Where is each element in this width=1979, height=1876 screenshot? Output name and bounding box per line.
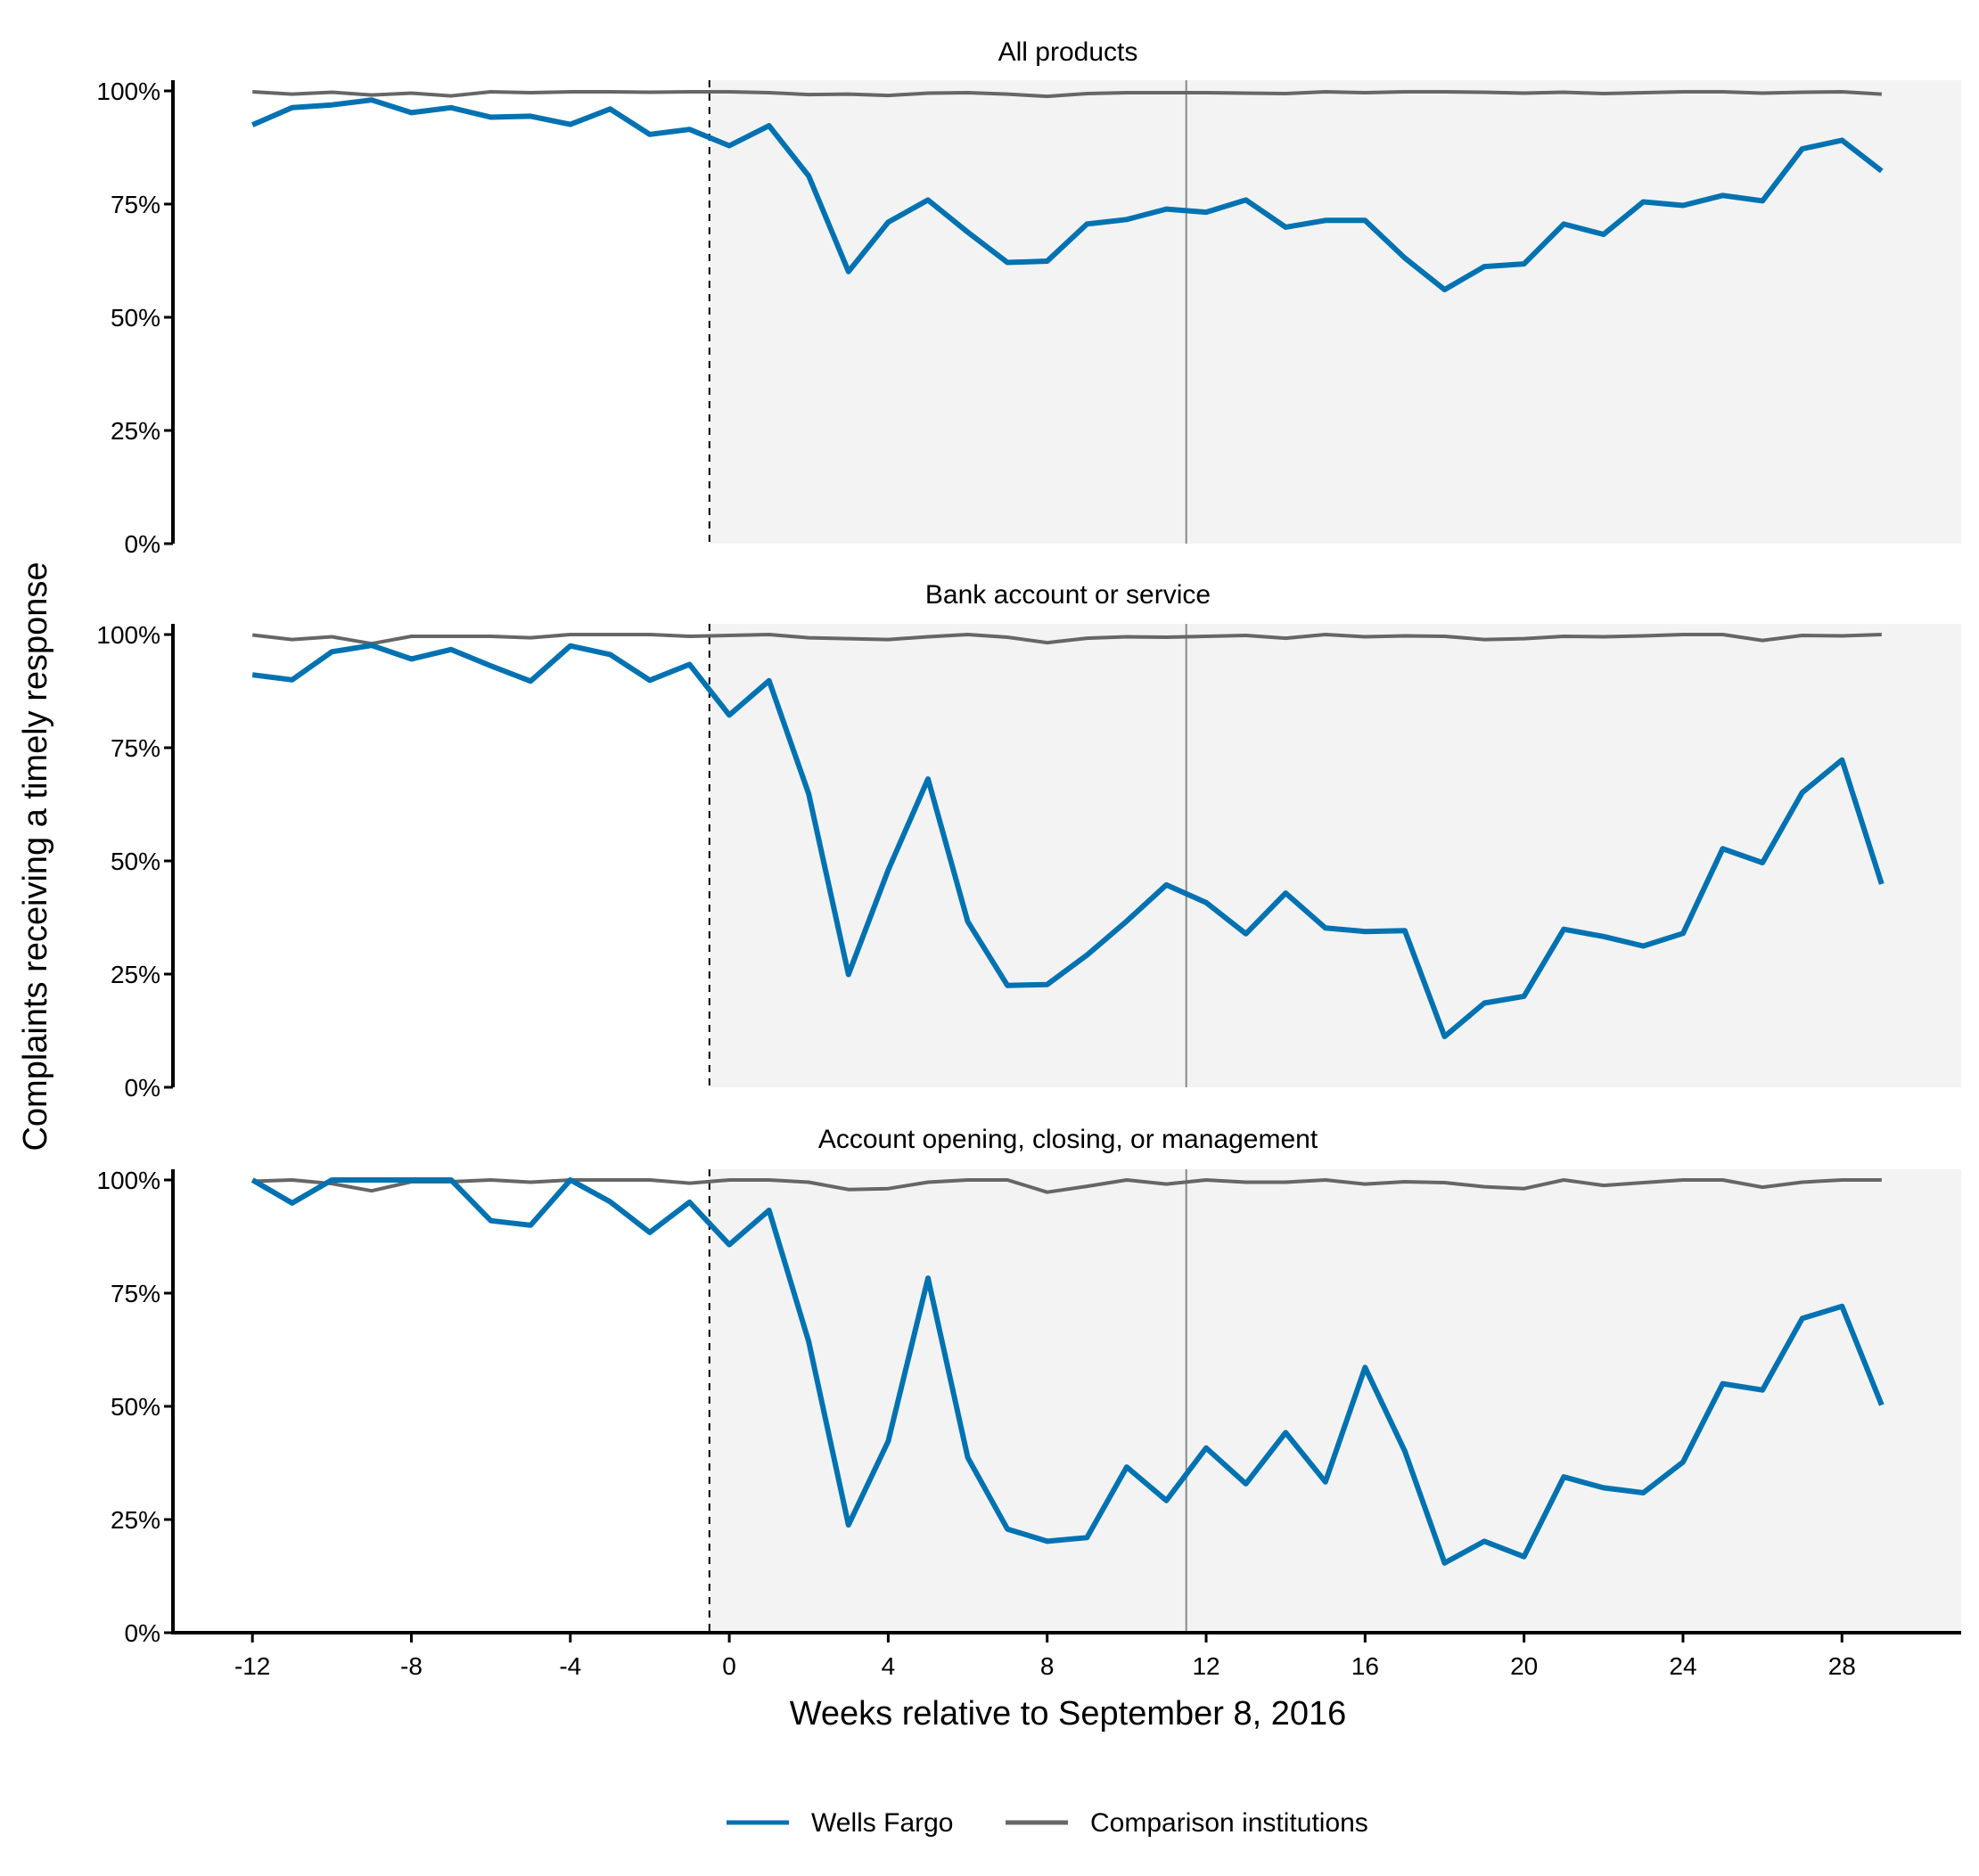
series-line: [251, 97, 1884, 292]
shaded-region: [709, 1169, 1961, 1633]
series-line: [251, 643, 1885, 1040]
panel-title: All products: [998, 37, 1138, 67]
shaded-region: [709, 624, 1961, 1087]
x-tick-label: -8: [400, 1652, 423, 1680]
shaded-region: [709, 80, 1961, 544]
x-tick-label: 12: [1192, 1652, 1219, 1680]
legend: Wells Fargo Comparison institutions: [727, 1808, 1368, 1838]
x-tick-label: 20: [1510, 1652, 1538, 1680]
y-tick-label: 50%: [111, 1393, 160, 1421]
y-tick-label: 100%: [96, 621, 160, 649]
labels: Complaints receiving a timely response W…: [17, 37, 1856, 1733]
y-tick-label: 100%: [96, 1167, 160, 1194]
x-tick-label: -4: [559, 1652, 581, 1680]
y-tick-label: 75%: [111, 191, 160, 218]
x-tick-label: -12: [234, 1652, 270, 1680]
panel-title: Account opening, closing, or management: [818, 1125, 1318, 1154]
x-tick-label: 16: [1351, 1652, 1379, 1680]
x-tick-label: 24: [1669, 1652, 1696, 1680]
x-axis-title: Weeks relative to September 8, 2016: [790, 1695, 1347, 1733]
panel-backgrounds: [709, 80, 1961, 1633]
y-tick-label: 25%: [111, 1506, 160, 1534]
y-tick-label: 75%: [111, 734, 160, 762]
data-series: [250, 90, 1885, 1566]
x-tick-label: 0: [722, 1652, 736, 1680]
y-tick-label: 0%: [125, 1074, 160, 1102]
y-tick-label: 50%: [111, 848, 160, 875]
y-tick-label: 100%: [96, 78, 160, 105]
series-line: [252, 1178, 1882, 1194]
y-tick-label: 0%: [125, 530, 160, 558]
y-tick-label: 75%: [111, 1280, 160, 1307]
y-tick-label: 50%: [111, 304, 160, 332]
y-tick-label: 25%: [111, 961, 160, 988]
series-line: [251, 633, 1882, 646]
series-line: [252, 90, 1882, 99]
x-tick-label: 8: [1040, 1652, 1055, 1680]
x-tick-label: 28: [1828, 1652, 1856, 1680]
panel-title: Bank account or service: [925, 580, 1211, 610]
y-axis-title: Complaints receiving a timely response: [17, 561, 54, 1151]
y-tick-label: 25%: [111, 417, 160, 445]
legend-label: Wells Fargo: [811, 1808, 954, 1838]
y-tick-label: 0%: [125, 1619, 160, 1647]
series-line: [250, 1177, 1885, 1566]
axes: [164, 80, 1961, 1643]
legend-label: Comparison institutions: [1090, 1808, 1368, 1838]
x-tick-label: 4: [882, 1652, 896, 1680]
